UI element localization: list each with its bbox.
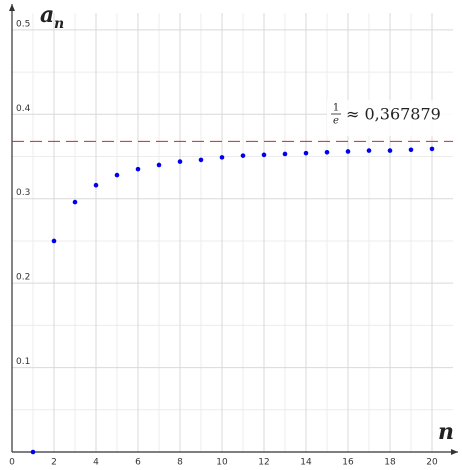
x-axis-arrow [451, 449, 458, 455]
annotation-label: ≈ 0,367879 [346, 105, 441, 124]
y-tick-label: 0.2 [16, 273, 30, 283]
point [72, 199, 78, 205]
point [408, 147, 414, 153]
point [135, 166, 141, 172]
point [261, 152, 267, 158]
point [198, 157, 204, 163]
point [366, 148, 372, 153]
point [177, 159, 183, 164]
x-tick-label: 10 [216, 458, 228, 468]
point [282, 151, 288, 157]
x-tick-label: 12 [258, 458, 269, 468]
y-tick-label: 0.3 [16, 188, 30, 198]
point [303, 150, 309, 156]
point [51, 238, 57, 244]
x-tick-label: 16 [342, 458, 354, 468]
x-tick-label: 0 [9, 458, 15, 468]
point [30, 449, 36, 455]
x-tick-label: 18 [384, 458, 396, 468]
point [429, 146, 435, 152]
annotation-numerator: 1 [333, 103, 339, 114]
point [324, 149, 330, 155]
y-tick-label: 0.5 [16, 19, 30, 29]
point [387, 148, 393, 153]
y-tick-label: 0.4 [16, 104, 31, 114]
point [114, 172, 120, 178]
x-tick-label: 4 [93, 458, 99, 468]
x-tick-label: 20 [426, 458, 438, 468]
y-axis-label: a [40, 2, 54, 28]
x-axis-label: n [438, 419, 454, 445]
x-tick-label: 8 [177, 458, 183, 468]
point [345, 149, 351, 154]
annotation-denominator: e [333, 116, 339, 127]
x-tick-label: 2 [51, 458, 57, 468]
y-tick-label: 0.1 [16, 357, 30, 367]
point [156, 162, 162, 168]
x-tick-label: 14 [300, 458, 312, 468]
annotation-bg [327, 100, 457, 136]
point [219, 155, 225, 160]
y-axis-label-subscript: n [54, 16, 64, 32]
point [240, 153, 246, 158]
y-axis-arrow [9, 4, 15, 11]
x-tick-label: 6 [135, 458, 141, 468]
point [93, 182, 99, 188]
